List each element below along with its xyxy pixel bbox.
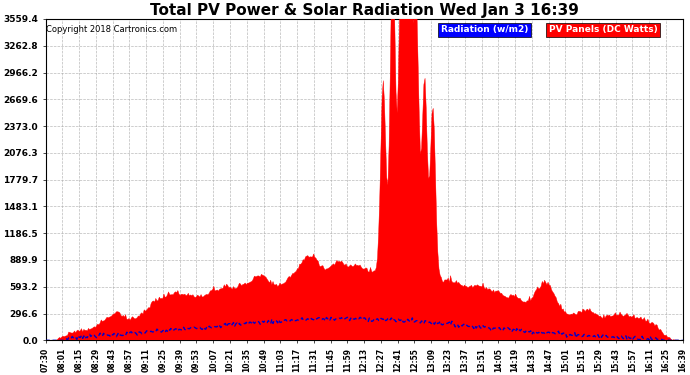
Text: Copyright 2018 Cartronics.com: Copyright 2018 Cartronics.com [46,26,177,34]
Text: PV Panels (DC Watts): PV Panels (DC Watts) [549,26,658,34]
Title: Total PV Power & Solar Radiation Wed Jan 3 16:39: Total PV Power & Solar Radiation Wed Jan… [150,3,579,18]
Text: Radiation (w/m2): Radiation (w/m2) [441,26,528,34]
